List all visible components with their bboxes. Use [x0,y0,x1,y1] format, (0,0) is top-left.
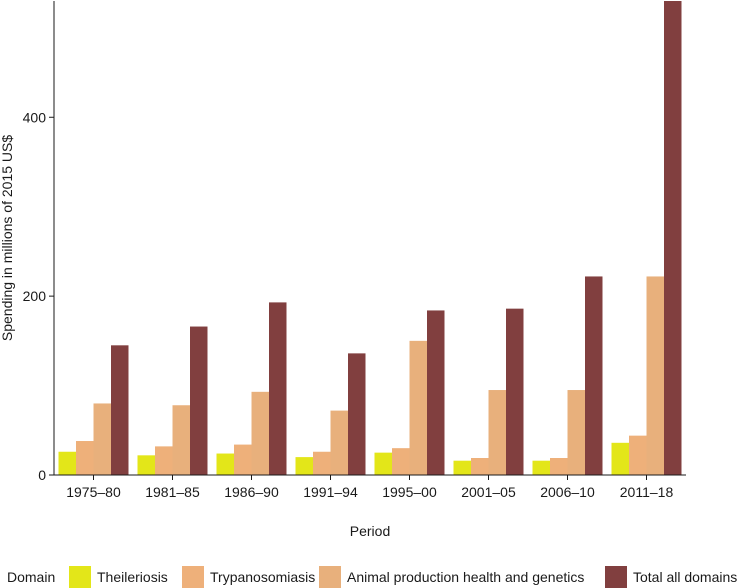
bar-total-all-domains [190,326,208,475]
legend-label: Trypanosomiasis [210,569,315,585]
y-axis-label: Spending in millions of 2015 US$ [0,135,15,341]
x-tick-label: 1981–85 [145,484,200,500]
bar-animal-production-health-and-genetics [172,405,190,475]
bar-trypanosomiasis [155,446,173,475]
bar-trypanosomiasis [471,458,489,475]
x-tick-label: 2006–10 [540,484,595,500]
bar-animal-production-health-and-genetics [409,340,427,475]
bar-group [216,302,287,475]
legend-swatch [605,566,627,588]
x-tick-label: 1986–90 [224,484,279,500]
y-ticks: 0 200 400 [23,109,54,483]
bar-theileriosis [216,453,234,475]
axes [53,1,686,476]
bar-trypanosomiasis [234,444,252,475]
bar-group [137,326,208,475]
legend-swatch [182,566,204,588]
x-tick-label: 1995–00 [382,484,437,500]
bar-trypanosomiasis [550,458,568,475]
x-tick-label: 1975–80 [66,484,121,500]
bar-trypanosomiasis [629,435,647,475]
y-tick-label: 0 [38,467,46,483]
y-tick-label: 200 [23,288,47,304]
legend-label: Theileriosis [97,569,168,585]
bar-theileriosis [137,455,155,475]
bar-total-all-domains [427,310,445,475]
bar-group [374,310,445,475]
legend-label: Total all domains [633,569,737,585]
bar-total-all-domains [111,345,129,475]
bar-group [295,353,366,475]
bar-trypanosomiasis [76,441,94,475]
bar-animal-production-health-and-genetics [93,403,111,475]
legend-title: Domain [7,569,55,585]
legend-swatch [69,566,91,588]
bar-animal-production-health-and-genetics [330,410,348,475]
bar-total-all-domains [585,276,603,475]
plot-area [58,1,682,475]
bar-theileriosis [453,460,471,475]
legend-swatch [319,566,341,588]
bar-total-all-domains [664,1,682,475]
legend: Domain Theileriosis Trypanosomiasis Animal… [7,566,737,588]
bar-animal-production-health-and-genetics [567,390,585,475]
legend-label: Animal production health and genetics [347,569,584,585]
bar-group [532,276,603,475]
x-axis-label: Period [350,523,390,539]
bar-animal-production-health-and-genetics [251,391,269,475]
x-tick-label: 2001–05 [461,484,516,500]
bar-trypanosomiasis [313,451,331,475]
bar-theileriosis [611,442,629,475]
x-ticks: 1975–80 1981–85 1986–90 1991–94 1995–00 2001–… [66,475,673,500]
bar-theileriosis [374,452,392,475]
bar-group [453,308,524,475]
bar-total-all-domains [506,308,524,475]
bar-theileriosis [532,460,550,475]
y-tick-label: 400 [23,109,47,125]
x-tick-label: 2011–18 [620,484,674,500]
bar-animal-production-health-and-genetics [646,276,664,475]
bar-group [611,1,682,475]
bar-group [58,345,129,475]
bar-total-all-domains [269,302,287,475]
bar-theileriosis [295,457,313,475]
bar-theileriosis [58,451,76,475]
bar-total-all-domains [348,353,366,475]
x-tick-label: 1991–94 [303,484,358,500]
bar-trypanosomiasis [392,448,410,475]
bar-animal-production-health-and-genetics [488,390,506,475]
